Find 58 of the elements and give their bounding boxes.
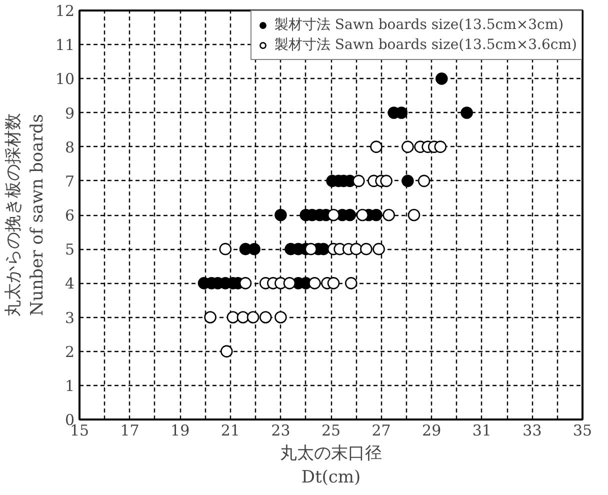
y-tick-label: 6 xyxy=(64,206,75,224)
point xyxy=(350,242,362,256)
point xyxy=(344,277,358,290)
point xyxy=(370,140,382,153)
x-tick-label: 31 xyxy=(472,422,492,440)
y-tick-label: 5 xyxy=(64,240,75,259)
point xyxy=(360,242,372,256)
point xyxy=(436,72,448,85)
point xyxy=(460,106,473,119)
x-tick-label: 25 xyxy=(321,422,341,440)
x-tick-label: 35 xyxy=(572,422,592,440)
x-tick-label: 21 xyxy=(220,422,240,440)
y-tick-label: 8 xyxy=(64,138,75,156)
point xyxy=(259,311,272,324)
point xyxy=(408,208,420,222)
point xyxy=(204,311,216,324)
x-tick-label: 23 xyxy=(271,422,290,440)
point xyxy=(246,311,260,324)
y-tick-label: 1 xyxy=(64,376,75,395)
y-tick-label: 11 xyxy=(55,36,75,54)
point xyxy=(274,208,287,222)
y-axis-title: 丸太からの挽き板の採材数 Nunber of sawn boards xyxy=(3,113,48,317)
point xyxy=(283,277,296,290)
x-tick-label: 17 xyxy=(120,422,140,440)
x-tick-label: 29 xyxy=(422,422,442,440)
point xyxy=(219,242,232,256)
point xyxy=(402,140,414,153)
x-axis-title: 丸太の末口径 Dt(cm) xyxy=(280,444,382,488)
x-tick-label: 27 xyxy=(372,422,391,440)
y-tick-label: 2 xyxy=(64,342,75,361)
point xyxy=(382,208,395,222)
point xyxy=(226,311,240,324)
point xyxy=(248,242,260,256)
point xyxy=(239,277,252,290)
y-tick-label: 7 xyxy=(64,172,75,190)
point xyxy=(304,242,318,256)
point xyxy=(220,345,233,358)
legend-label: 製材寸法 Sawn boards size(13.5cm×3cm) xyxy=(274,16,564,34)
point xyxy=(327,277,340,290)
x-tick-label: 33 xyxy=(522,422,542,440)
y-tick-label: 3 xyxy=(64,308,75,327)
x-tick-label: 19 xyxy=(170,422,190,440)
y-tick-label: 9 xyxy=(64,104,75,122)
point xyxy=(402,174,414,188)
point xyxy=(372,242,385,256)
point xyxy=(356,208,369,222)
point xyxy=(236,311,250,324)
y-tick-label: 4 xyxy=(64,274,75,293)
legend-label: 製材寸法 Sawn boards size(13.5cm×3.6cm) xyxy=(274,36,577,54)
y-tick-label: 12 xyxy=(55,2,75,20)
point xyxy=(327,208,340,222)
y-tick-label: 10 xyxy=(55,70,75,88)
point xyxy=(434,140,447,153)
point xyxy=(308,277,321,290)
point xyxy=(418,174,430,188)
point xyxy=(274,311,287,324)
point xyxy=(352,174,365,188)
point xyxy=(380,174,392,188)
